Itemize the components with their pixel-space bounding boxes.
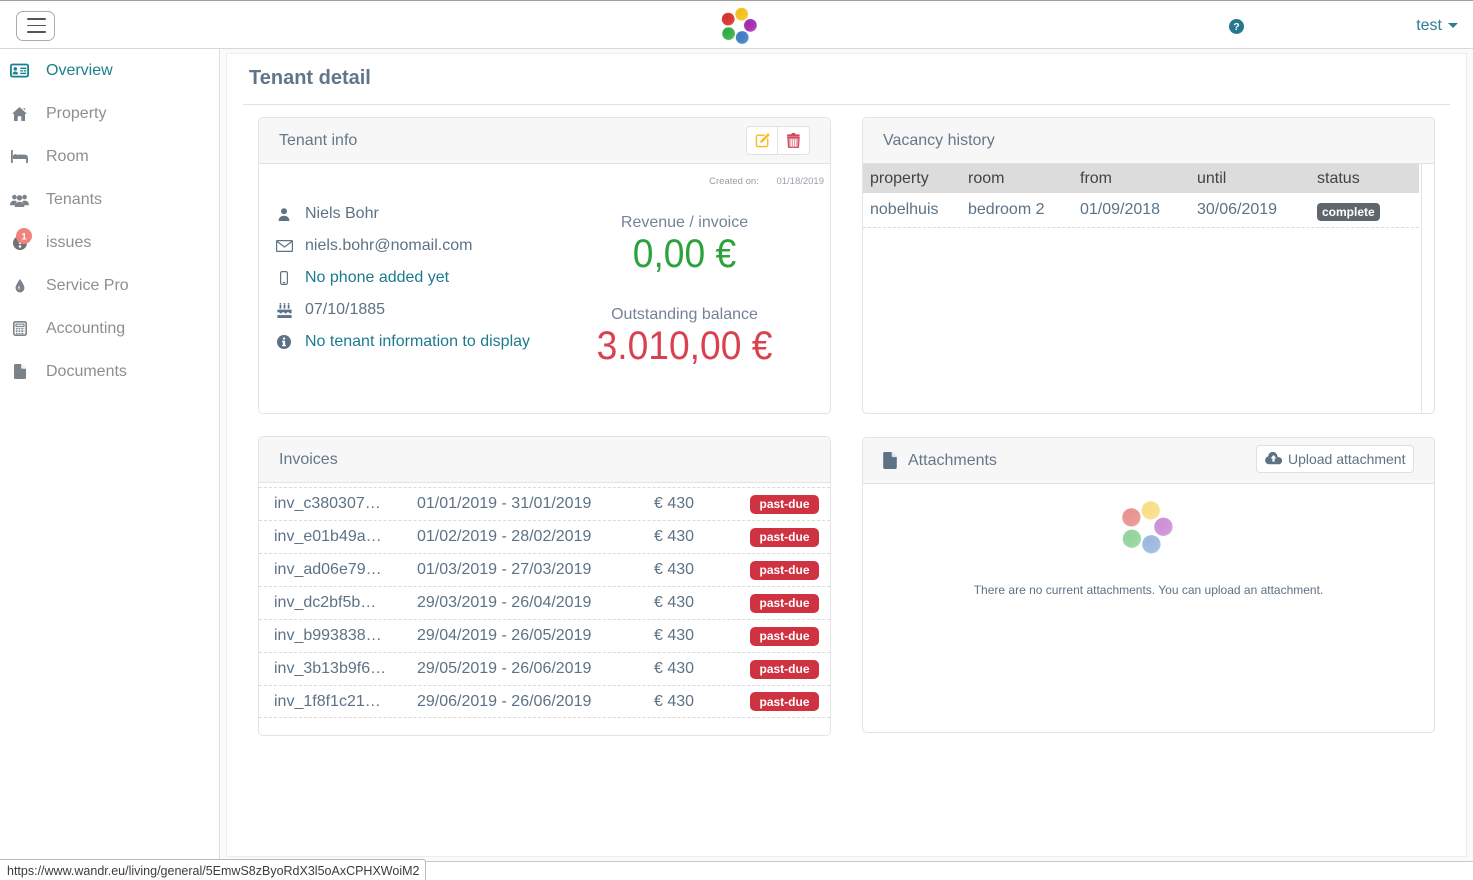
svg-text:?: ? <box>1233 21 1239 33</box>
svg-text:1: 1 <box>21 231 27 242</box>
